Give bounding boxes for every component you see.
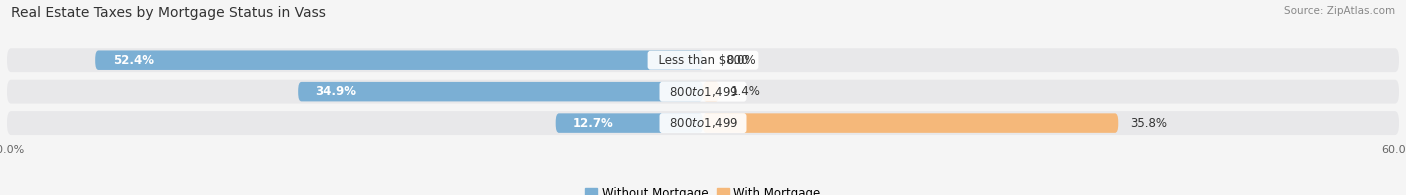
Text: $800 to $1,499: $800 to $1,499	[662, 116, 744, 130]
Text: $800 to $1,499: $800 to $1,499	[662, 85, 744, 99]
Text: 12.7%: 12.7%	[574, 117, 614, 130]
FancyBboxPatch shape	[7, 48, 1399, 72]
FancyBboxPatch shape	[7, 80, 1399, 104]
Text: 34.9%: 34.9%	[315, 85, 357, 98]
Text: 52.4%: 52.4%	[112, 54, 153, 67]
FancyBboxPatch shape	[555, 113, 703, 133]
FancyBboxPatch shape	[703, 82, 720, 101]
FancyBboxPatch shape	[96, 51, 703, 70]
Text: Real Estate Taxes by Mortgage Status in Vass: Real Estate Taxes by Mortgage Status in …	[11, 6, 326, 20]
Text: Less than $800: Less than $800	[651, 54, 755, 67]
Text: 1.4%: 1.4%	[731, 85, 761, 98]
FancyBboxPatch shape	[7, 111, 1399, 135]
Legend: Without Mortgage, With Mortgage: Without Mortgage, With Mortgage	[581, 182, 825, 195]
Text: 0.0%: 0.0%	[725, 54, 756, 67]
Text: 35.8%: 35.8%	[1130, 117, 1167, 130]
FancyBboxPatch shape	[298, 82, 703, 101]
FancyBboxPatch shape	[703, 113, 1118, 133]
Text: Source: ZipAtlas.com: Source: ZipAtlas.com	[1284, 6, 1395, 16]
